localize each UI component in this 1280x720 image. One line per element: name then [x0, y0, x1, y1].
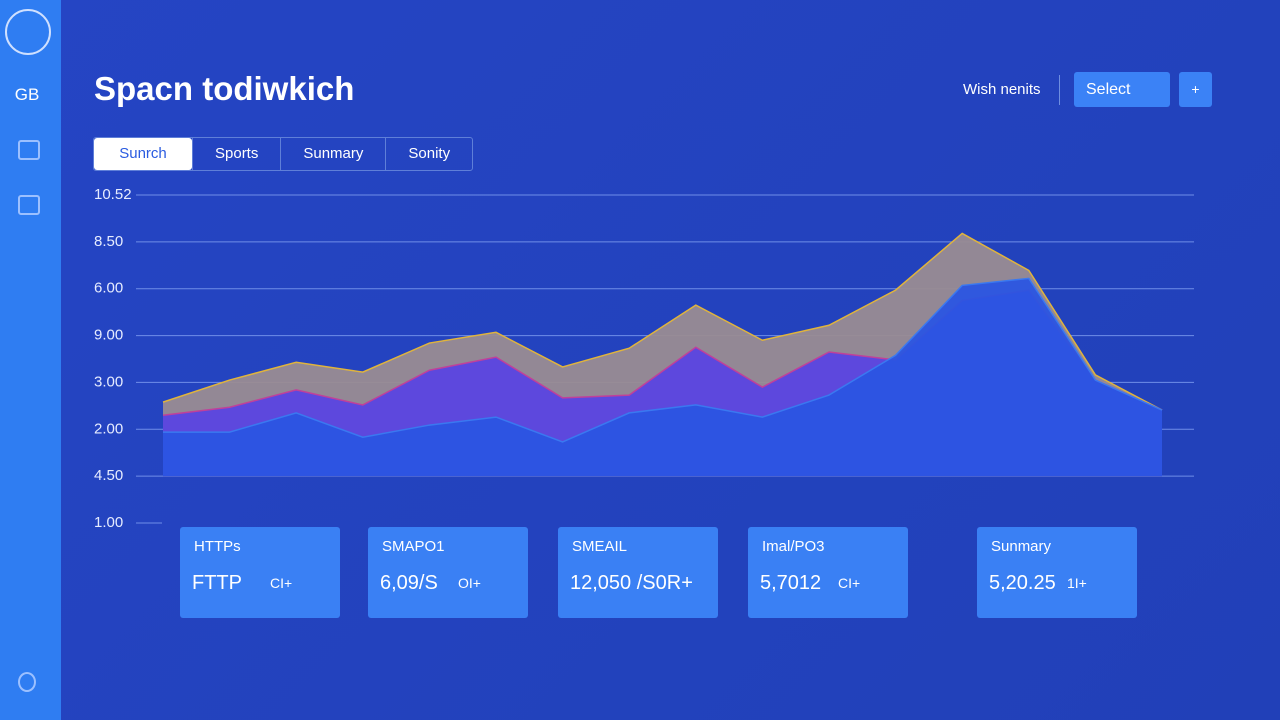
y-tick-label: 1.00 [94, 514, 123, 531]
home-icon[interactable] [18, 140, 40, 160]
card-badge: CI+ [270, 575, 293, 591]
card-value: 6,09/S [380, 572, 438, 594]
area-line [162, 232, 1163, 411]
y-tick-label: 3.00 [94, 373, 123, 390]
select-button[interactable]: Select [1074, 72, 1170, 107]
y-tick-label: 9.00 [94, 327, 123, 344]
brand: GB [14, 85, 40, 104]
card-label: SMAPO1 [382, 538, 445, 555]
separator [1059, 75, 1060, 105]
card-value: 12,050 /S0R+ [570, 572, 693, 594]
card-value: 5,20.25 [989, 572, 1056, 594]
stat-card[interactable]: HTTPs FTTP CI+ [180, 527, 340, 618]
area-line [163, 277, 1163, 443]
header-link[interactable]: Wish nenits [963, 81, 1041, 98]
card-value: FTTP [192, 572, 242, 594]
sidebar: GB [0, 0, 61, 720]
y-tick-label: 4.50 [94, 467, 123, 484]
card-badge: OI+ [458, 575, 481, 591]
page-title: Spacn todiwkich [94, 70, 355, 107]
tab[interactable]: Sunrch [94, 138, 192, 170]
stat-card[interactable]: SMAPO1 6,09/S OI+ [368, 527, 528, 618]
card-label: SMEAIL [572, 538, 628, 555]
y-tick-label: 2.00 [94, 420, 123, 437]
tab[interactable]: Sports [192, 138, 280, 170]
logo[interactable] [5, 9, 51, 55]
y-tick-label: 8.50 [94, 233, 123, 250]
card-badge: 1I+ [1067, 575, 1087, 591]
stat-card[interactable]: SMEAIL 12,050 /S0R+ [558, 527, 718, 618]
y-tick-label: 6.00 [94, 280, 123, 297]
add-button[interactable]: + [1179, 72, 1212, 107]
tabs: Sunrch Sports Sunmary Sonity [93, 137, 474, 171]
card-badge: CI+ [838, 575, 861, 591]
card-value: 5,7012 [760, 572, 822, 594]
y-tick-label: 10.52 [94, 186, 132, 203]
monitor-icon[interactable] [18, 195, 40, 215]
help-icon[interactable] [18, 672, 36, 692]
card-label: HTTPs [194, 538, 241, 555]
area [163, 278, 1162, 477]
tab[interactable]: Sonity [385, 138, 472, 170]
stat-card[interactable]: Sunmary 5,20.25 1I+ [977, 527, 1137, 618]
tab[interactable]: Sunmary [280, 138, 385, 170]
card-label: Sunmary [991, 538, 1052, 555]
stat-card[interactable]: Imal/PO3 5,7012 CI+ [748, 527, 908, 618]
card-label: Imal/PO3 [762, 538, 825, 555]
